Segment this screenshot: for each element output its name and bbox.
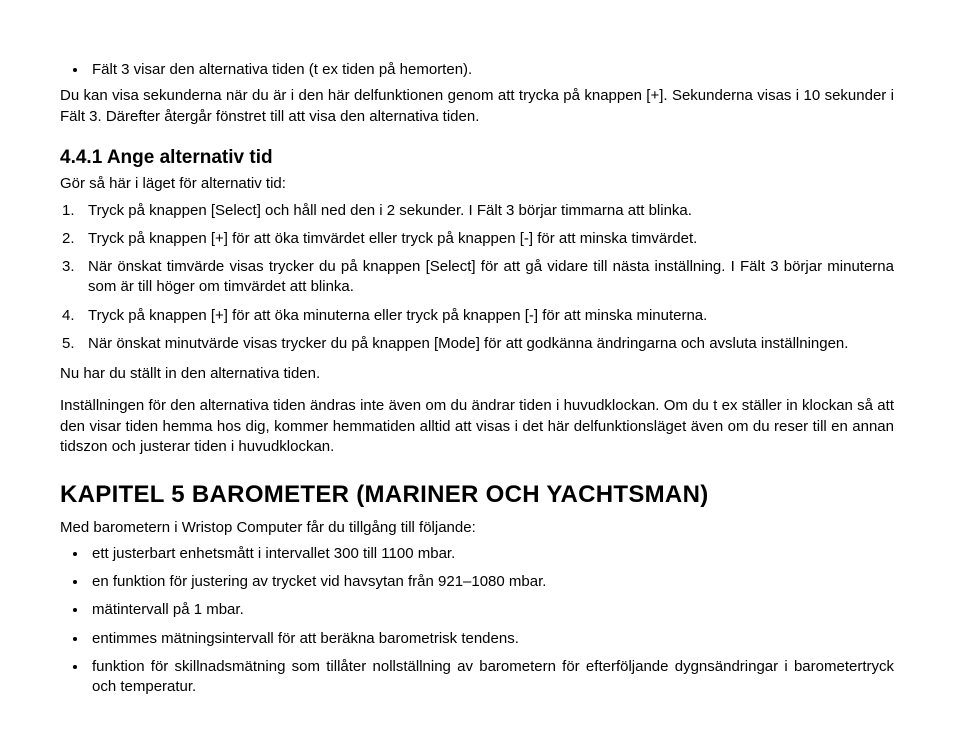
list-item: en funktion för justering av trycket vid… [88, 572, 894, 592]
features-list: ett justerbart enhetsmått i intervallet … [60, 544, 894, 698]
list-item: ett justerbart enhetsmått i intervallet … [88, 544, 894, 564]
after-paragraph-1: Nu har du ställt in den alternativa tide… [60, 364, 894, 384]
list-item: Fält 3 visar den alternativa tiden (t ex… [88, 60, 894, 80]
step-item: När önskat timvärde visas trycker du på … [80, 257, 894, 298]
chapter-heading-5: KAPITEL 5 BAROMETER (MARINER OCH YACHTSM… [60, 479, 894, 511]
intro-paragraph: Du kan visa sekunderna när du är i den h… [60, 86, 894, 127]
step-item: Tryck på knappen [Select] och håll ned d… [80, 201, 894, 221]
chapter-lead: Med barometern i Wristop Computer får du… [60, 518, 894, 538]
list-item: funktion för skillnadsmätning som tillåt… [88, 657, 894, 698]
intro-bullets: Fält 3 visar den alternativa tiden (t ex… [60, 60, 894, 80]
steps-list: Tryck på knappen [Select] och håll ned d… [60, 201, 894, 355]
step-item: Tryck på knappen [+] för att öka minuter… [80, 306, 894, 326]
list-item: entimmes mätningsintervall för att beräk… [88, 629, 894, 649]
page: Fält 3 visar den alternativa tiden (t ex… [0, 0, 954, 745]
section-heading-4-4-1: 4.4.1 Ange alternativ tid [60, 145, 894, 171]
section-lead: Gör så här i läget för alternativ tid: [60, 174, 894, 194]
step-item: När önskat minutvärde visas trycker du p… [80, 334, 894, 354]
step-item: Tryck på knappen [+] för att öka timvärd… [80, 229, 894, 249]
list-item: mätintervall på 1 mbar. [88, 600, 894, 620]
after-paragraph-2: Inställningen för den alternativa tiden … [60, 396, 894, 457]
